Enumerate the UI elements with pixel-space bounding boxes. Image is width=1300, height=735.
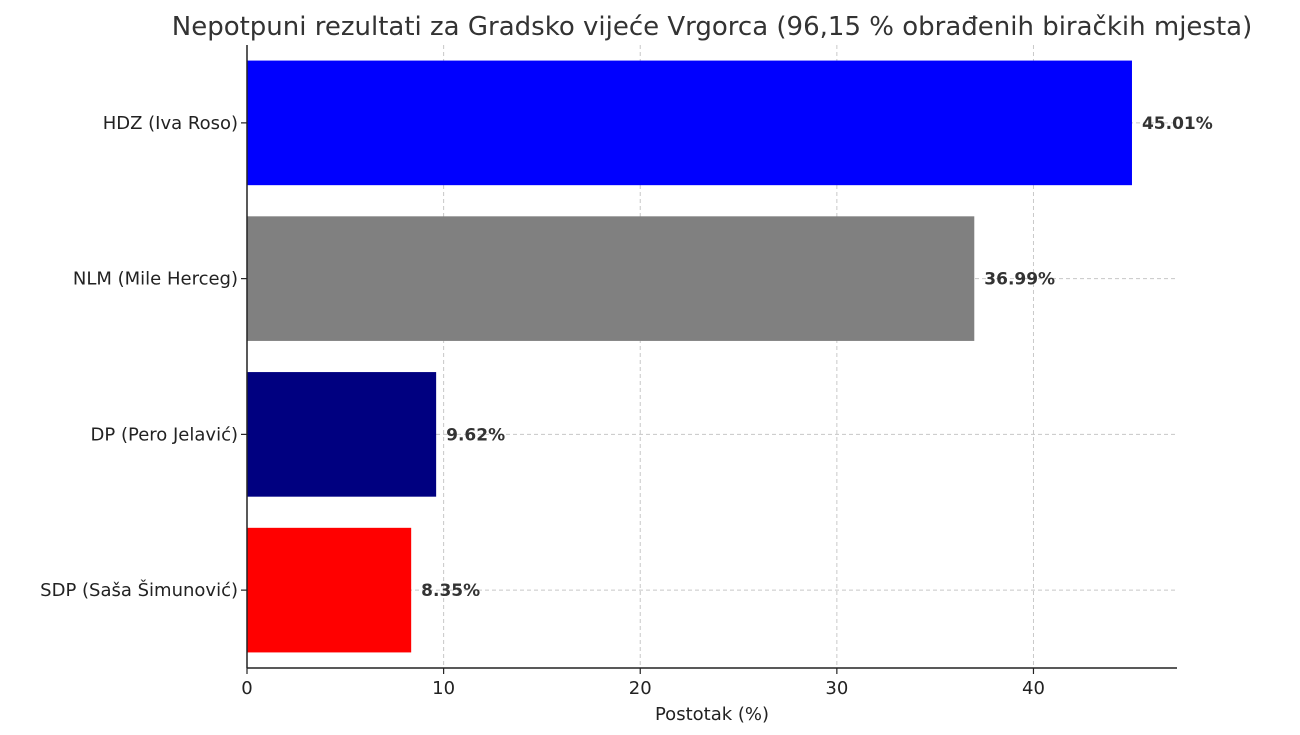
data-label: 45.01% [1142, 114, 1213, 134]
x-tick-label: 0 [241, 678, 252, 699]
x-tick-label: 40 [1022, 678, 1045, 699]
x-tick-label: 20 [629, 678, 652, 699]
x-axis-label: Postotak (%) [655, 704, 769, 725]
bar-layer [247, 60, 1132, 653]
data-label: 36.99% [984, 270, 1055, 290]
category-label: SDP (Saša Šimunović) [40, 579, 238, 601]
bar [247, 60, 1132, 186]
x-tick-label: 10 [432, 678, 455, 699]
bar [247, 527, 412, 653]
bar [247, 216, 975, 341]
label-layer: HDZ (Iva Roso) 45.01% NLM (Mile Herceg) 36.… [40, 113, 1213, 699]
x-tick-label: 30 [825, 678, 848, 699]
data-label: 9.62% [446, 425, 505, 445]
chart-title: Nepotpuni rezultati za Gradsko vijeće Vr… [172, 12, 1253, 42]
category-label: NLM (Mile Herceg) [73, 269, 238, 290]
bar [247, 372, 437, 497]
data-label: 8.35% [421, 581, 480, 601]
category-label: DP (Pero Jelavić) [91, 424, 238, 445]
category-label: HDZ (Iva Roso) [103, 113, 238, 134]
axis-layer [241, 45, 1177, 674]
